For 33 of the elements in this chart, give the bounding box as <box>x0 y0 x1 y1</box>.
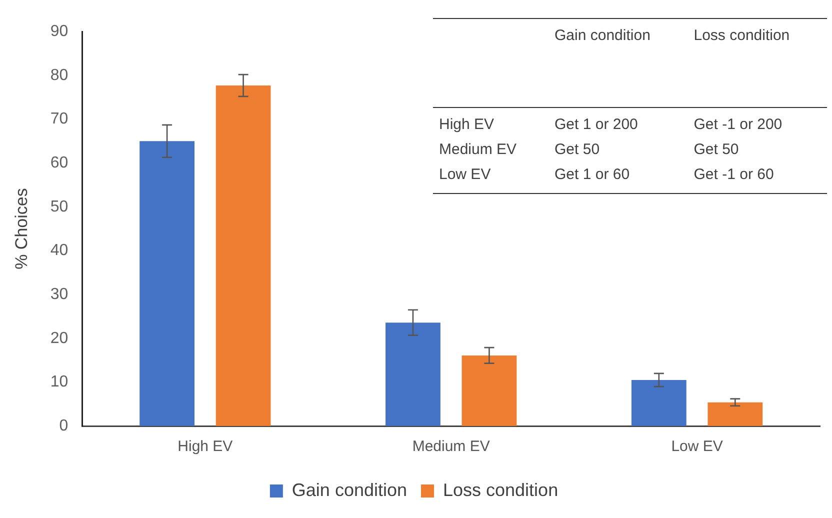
x-tick-label: High EV <box>178 438 233 456</box>
annotation: Gain condition <box>554 26 652 46</box>
y-tick-label: 40 <box>50 242 68 260</box>
y-tick-label: 60 <box>50 154 68 172</box>
x-tick-label: Low EV <box>671 438 723 456</box>
annotation: Low EV <box>438 165 492 185</box>
annotation: Medium EV <box>438 140 518 160</box>
annotation: High EV <box>438 115 496 135</box>
y-tick-label: 30 <box>50 286 68 303</box>
y-tick-label: 20 <box>50 330 68 347</box>
annotation: Get -1 or 200 <box>692 115 784 135</box>
y-tick-label: 70 <box>50 110 68 128</box>
bar <box>462 355 517 426</box>
y-tick-label: 80 <box>50 66 68 84</box>
bar <box>708 402 763 426</box>
y-tick-label: 90 <box>50 23 68 40</box>
annotation: Loss condition <box>692 26 791 46</box>
bar <box>216 86 271 426</box>
y-tick-label: 10 <box>50 374 68 391</box>
annotation: Get 50 <box>554 140 601 160</box>
bar <box>631 380 686 426</box>
bar <box>140 141 194 426</box>
bar <box>386 322 440 426</box>
x-tick-label: Medium EV <box>412 438 490 456</box>
legend-label: Loss condition <box>443 480 558 500</box>
annotation: Get 50 <box>692 140 740 160</box>
y-axis-title: % Choices <box>12 188 31 270</box>
y-tick-label: 50 <box>50 198 68 216</box>
legend-label: Gain condition <box>292 480 408 500</box>
y-tick-label: 0 <box>59 417 68 434</box>
annotation: Get 1 or 60 <box>554 165 631 185</box>
annotation: Get -1 or 60 <box>692 165 775 185</box>
annotation: Get 1 or 200 <box>554 115 639 135</box>
